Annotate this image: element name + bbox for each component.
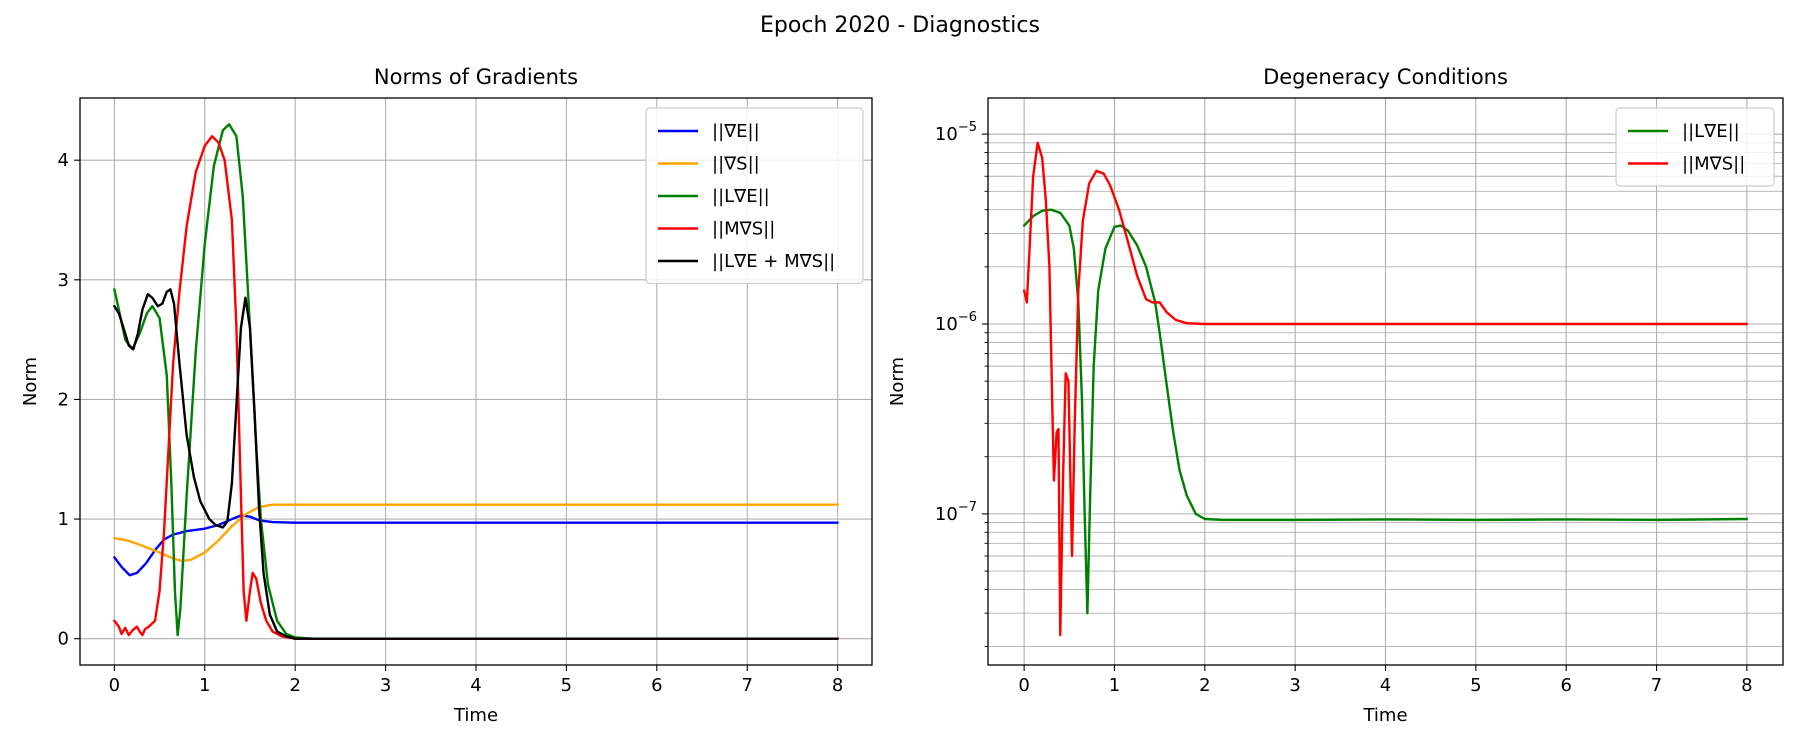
legend-label-lgrade: ||L∇E||	[1682, 121, 1740, 142]
x-tick-label: 3	[1289, 675, 1300, 696]
y-tick-label: 10−6	[935, 310, 977, 335]
legend-box	[1615, 107, 1775, 187]
legend-label-mgrads: ||M∇S||	[712, 219, 775, 240]
x-tick-label: 7	[1651, 675, 1662, 696]
x-tick-label: 1	[1109, 675, 1120, 696]
y-tick-label: 4	[58, 150, 69, 171]
legend-label-lgrade: ||L∇E||	[712, 186, 770, 207]
y-tick-label: 2	[58, 389, 69, 410]
legend-label-grads: ||∇S||	[712, 154, 760, 175]
y-axis-label: Norm	[887, 357, 908, 406]
series-group	[113, 123, 839, 640]
panel-norms-of-gradients: 0 1 2 3 4 5 6 7 8 0 1 2 3 4 Norms of Gradients Time Norm…	[20, 65, 873, 726]
y-tick-label-exponent: −6	[958, 310, 977, 325]
legend-label-mgrads: ||M∇S||	[1682, 154, 1745, 175]
y-tick-label-base: 10	[935, 504, 958, 525]
axes-title: Norms of Gradients	[374, 65, 578, 89]
x-tick-label: 8	[1741, 675, 1752, 696]
series-line-grade	[113, 514, 839, 577]
y-tick-label-base: 10	[935, 314, 958, 335]
x-tick-label: 4	[1380, 675, 1391, 696]
series-line-lgrade	[1022, 208, 1749, 615]
series-line-mgrads	[113, 135, 839, 640]
figure-title: Epoch 2020 - Diagnostics	[760, 13, 1040, 38]
axes-title: Degeneracy Conditions	[1263, 65, 1508, 89]
y-tick-label: 1	[58, 509, 69, 530]
x-tick-label: 0	[1018, 675, 1029, 696]
y-tick-label-exponent: −5	[958, 120, 977, 135]
x-tick-label: 0	[109, 675, 120, 696]
x-axis-label: Time	[453, 705, 498, 726]
series-line-mgrads	[1022, 141, 1749, 637]
x-tick-label: 3	[380, 675, 391, 696]
y-tick-label: 0	[58, 629, 69, 650]
x-tick-label: 5	[1470, 675, 1481, 696]
x-tick-label: 5	[561, 675, 572, 696]
x-tick-label: 1	[199, 675, 210, 696]
legend-label-grade: ||∇E||	[712, 121, 760, 142]
x-tick-label: 2	[289, 675, 300, 696]
legend: ||∇E|| ||∇S|| ||L∇E|| ||M∇S|| ||L∇E + M∇S||	[645, 107, 864, 285]
y-tick-label-exponent: −7	[958, 500, 977, 515]
y-tick-label: 10−7	[935, 500, 977, 525]
x-axis-label: Time	[1362, 705, 1407, 726]
series-line-lgrade-plus-mgrads	[113, 288, 839, 640]
y-tick-label: 10−5	[935, 120, 977, 145]
x-tick-label: 4	[470, 675, 481, 696]
y-tick-label-base: 10	[935, 124, 958, 145]
y-axis-label: Norm	[20, 357, 41, 406]
x-tick-label: 6	[1560, 675, 1571, 696]
x-tick-label: 8	[832, 675, 843, 696]
x-tick-label: 6	[651, 675, 662, 696]
x-tick-label: 7	[742, 675, 753, 696]
legend-label-lgrade-plus-mgrads: ||L∇E + M∇S||	[712, 251, 835, 272]
legend-box	[645, 107, 864, 285]
legend: ||L∇E|| ||M∇S||	[1615, 107, 1775, 187]
x-tick-label: 2	[1199, 675, 1210, 696]
series-group	[1022, 141, 1749, 637]
y-tick-label: 3	[58, 270, 69, 291]
